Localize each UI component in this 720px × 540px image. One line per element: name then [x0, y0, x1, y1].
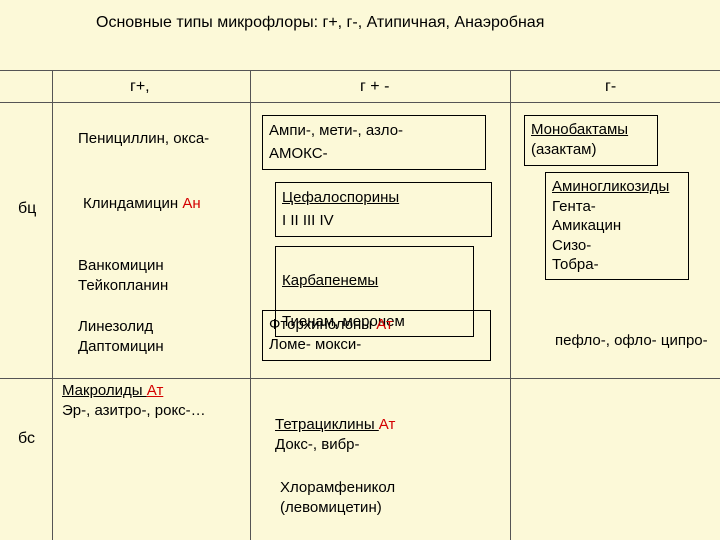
macro-tag: Ат	[147, 382, 164, 399]
ftor-sub: Ломе- мокси-	[269, 336, 361, 353]
mono-title: Монобактамы	[531, 121, 628, 138]
hline-top	[0, 70, 720, 71]
box-aminoglycosides: Аминогликозиды Гента- Амикацин Сизо- Тоб…	[545, 172, 689, 280]
amino-l3: Сизо-	[552, 237, 591, 254]
clinda-tag: Ан	[182, 195, 200, 212]
cell-chloramphenicol: Хлорамфеникол (левомицетин)	[280, 478, 395, 519]
vline-3	[510, 70, 511, 540]
box-cefalosporins: Цефалоспорины I II III IV	[275, 182, 492, 237]
cefal-title: Цефалоспорины	[282, 189, 399, 206]
hline-mid	[0, 378, 720, 379]
cell-vancomycin: Ванкомицин Тейкопланин	[78, 256, 168, 297]
box-monobactams: Монобактамы (азактам)	[524, 115, 658, 166]
vline-1	[52, 70, 53, 540]
col-header-2: г + -	[360, 78, 389, 96]
amino-l1: Гента-	[552, 198, 596, 215]
cell-peflo: пефло-, офло- ципро-	[555, 332, 708, 349]
ftor-tag: Ат	[376, 316, 393, 333]
clinda-label: Клиндамицин	[83, 195, 182, 212]
hline-header	[0, 102, 720, 103]
tetra-title: Тетрациклины	[275, 416, 379, 433]
vline-2	[250, 70, 251, 540]
cell-clindamycin: Клиндамицин Ан	[83, 195, 201, 212]
tetra-tag: Ат	[379, 416, 396, 433]
tetra-sub: Докс-, вибр-	[275, 436, 360, 453]
box-ampi: Ампи-, мети-, азло- АМОКС-	[262, 115, 486, 170]
col-header-1: г+,	[130, 78, 150, 96]
cell-penicillin: Пенициллин, окса-	[78, 130, 209, 147]
amino-l4: Тобра-	[552, 256, 599, 273]
cell-tetracyclines: Тетрациклины Ат Докс-, вибр-	[275, 415, 395, 456]
ftor-title: Фторхинолоны	[269, 316, 376, 333]
amino-title: Аминогликозиды	[552, 178, 669, 195]
row-header-2: бс	[18, 430, 35, 448]
cell-macrolides: Макролиды Ат Эр-, азитро-, рокс-…	[62, 381, 206, 422]
col-header-3: г-	[605, 78, 616, 96]
page-title: Основные типы микрофлоры: г+, г-, Атипич…	[96, 14, 544, 32]
macro-title: Макролиды	[62, 382, 147, 399]
cefal-gen: I II III IV	[282, 212, 334, 229]
macro-sub: Эр-, азитро-, рокс-…	[62, 402, 206, 419]
row-header-1: бц	[18, 200, 36, 218]
mono-sub: (азактам)	[531, 141, 596, 158]
carba-title: Карбапенемы	[282, 272, 378, 289]
cell-linezolid: Линезолид Даптомицин	[78, 317, 164, 358]
amino-l2: Амикацин	[552, 217, 621, 234]
box-fluoroquinolones: Фторхинолоны Ат Ломе- мокси-	[262, 310, 491, 361]
